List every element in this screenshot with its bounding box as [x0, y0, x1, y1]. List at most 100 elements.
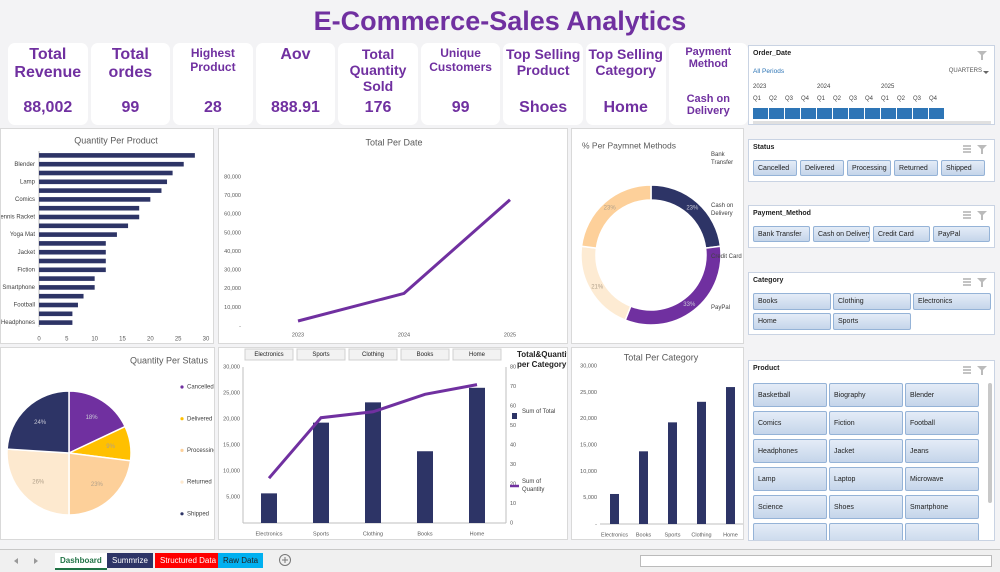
slice-label: 21% — [591, 284, 604, 290]
timeline-segment[interactable] — [817, 108, 832, 119]
slicer-title: Order_Date — [753, 50, 792, 57]
tab-nav-arrows[interactable] — [4, 551, 54, 571]
slicer-item[interactable]: Science — [753, 495, 827, 519]
legend-swatch — [512, 413, 517, 419]
timeline-segment[interactable] — [913, 108, 928, 119]
kpi-value: Shoes — [519, 99, 568, 116]
slicer-item[interactable]: Biography — [829, 383, 903, 407]
timeline-segment[interactable] — [897, 108, 912, 119]
bar — [313, 422, 329, 523]
slicer-item[interactable]: Headphones — [753, 439, 827, 463]
slicer-item[interactable]: Credit Card — [873, 226, 930, 242]
timeline-segment[interactable] — [769, 108, 784, 119]
slicer-title: Category — [753, 277, 784, 284]
slicer-item[interactable]: Basketball — [753, 383, 827, 407]
slicer: Status Cancelled Delivered Processing Return… — [748, 139, 995, 182]
timeline-quarter: Q1 — [817, 96, 826, 102]
slicer-item[interactable]: Lamp — [753, 467, 827, 491]
slicer-item-partial[interactable] — [905, 523, 979, 540]
slicer-item[interactable]: Clothing — [833, 293, 911, 310]
slicer-item[interactable]: Fiction — [829, 411, 903, 435]
sheet-tab[interactable]: Raw Data — [218, 553, 264, 568]
timeline-segment[interactable] — [881, 108, 896, 119]
field-button[interactable] — [244, 348, 294, 361]
timeline-segment[interactable] — [753, 108, 768, 119]
slice-label: 23% — [604, 206, 617, 212]
timeline-quarter: Q4 — [801, 96, 810, 102]
timeline-quarter: Q3 — [785, 96, 794, 102]
slicer-item[interactable]: Shoes — [829, 495, 903, 519]
slicer-item[interactable]: Smartphone — [905, 495, 979, 519]
clear-filter-icon[interactable] — [977, 278, 987, 287]
field-button[interactable] — [348, 348, 398, 361]
x-tick-label: 0 — [37, 337, 41, 343]
x-tick-label: 2024 — [398, 332, 410, 338]
line-series — [297, 198, 511, 323]
y-tick-label: 20,000 — [580, 416, 597, 422]
timeline-segment[interactable] — [865, 108, 880, 119]
timeline-segment[interactable] — [801, 108, 816, 119]
slicer-item[interactable]: Bank Transfer — [753, 226, 810, 242]
timeline-level-arrow — [983, 71, 989, 77]
slicer-item[interactable]: Books — [753, 293, 831, 310]
timeline-quarter: Q4 — [865, 96, 874, 102]
slicer-item[interactable]: Home — [753, 313, 831, 330]
slicer-item[interactable]: Microwave — [905, 467, 979, 491]
y-tick-label: 20,000 — [224, 286, 241, 292]
slicer-item[interactable]: Cancelled — [753, 160, 797, 176]
timeline-segment[interactable] — [929, 108, 944, 119]
bar — [726, 387, 735, 524]
chart-panel: % Per Paymnet Methods 23% 33% 21% 23% Bank Tr… — [571, 128, 744, 344]
timeline-level[interactable]: QUARTERS — [948, 68, 982, 74]
bar — [261, 493, 277, 523]
slicer-item[interactable]: Laptop — [829, 467, 903, 491]
slicer-item[interactable]: Electronics — [913, 293, 991, 310]
clear-filter-icon[interactable] — [977, 211, 987, 220]
bar — [39, 232, 117, 237]
slicer-icons — [977, 51, 987, 60]
slicer-item[interactable]: Returned — [894, 160, 938, 176]
kpi-value: 99 — [121, 99, 140, 116]
x-tick-label: 5 — [65, 337, 69, 343]
slicer-item[interactable]: Cash on Delivery — [813, 226, 870, 242]
add-sheet-button[interactable] — [278, 553, 292, 567]
slicer-item[interactable]: Shipped — [941, 160, 985, 176]
slicer-item-partial[interactable] — [829, 523, 903, 540]
slicer-item[interactable]: Sports — [833, 313, 911, 330]
chart: Total Per Category - 5,000 10,000 15,000 20,0… — [580, 352, 743, 538]
kpi-label: Payment Method — [685, 46, 732, 70]
timeline-quarter: Q3 — [913, 96, 922, 102]
slicer-item[interactable]: PayPal — [933, 226, 990, 242]
pie-slice — [68, 452, 132, 516]
slicer-item[interactable]: Jeans — [905, 439, 979, 463]
field-button[interactable] — [452, 348, 502, 361]
bar — [39, 267, 106, 273]
slicer-item[interactable]: Delivered — [800, 160, 844, 176]
kpi-value: 176 — [364, 99, 392, 116]
slicer-item[interactable]: Football — [905, 411, 979, 435]
slicer-item[interactable]: Jacket — [829, 439, 903, 463]
field-button[interactable] — [400, 348, 450, 361]
y2-tick-label: 20 — [510, 481, 516, 487]
sheet-tab[interactable]: Structured Data — [155, 553, 222, 568]
y-tick-label: 10,000 — [224, 305, 241, 311]
timeline-segment[interactable] — [833, 108, 848, 119]
horizontal-scrollbar[interactable] — [640, 555, 992, 567]
clear-filter-icon[interactable] — [977, 366, 987, 375]
clear-filter-icon[interactable] — [977, 51, 987, 60]
kpi-value: Cash on Delivery — [686, 93, 730, 117]
timeline-segment[interactable] — [849, 108, 864, 119]
chart-panel: Quantity Per Status 18% 9% 23% 26% 24% Cancell… — [0, 347, 215, 540]
chart: % Per Paymnet Methods 23% 33% 21% 23% Bank Tr… — [580, 140, 742, 326]
sheet-tab[interactable]: Summrize — [107, 553, 154, 568]
field-button[interactable] — [296, 348, 346, 361]
slicer-item[interactable]: Comics — [753, 411, 827, 435]
clear-filter-icon[interactable] — [977, 145, 987, 154]
slicer-scrollbar[interactable] — [988, 383, 992, 503]
slicer-item[interactable]: Processing — [847, 160, 891, 176]
timeline-year: 2025 — [881, 84, 895, 90]
slicer-item-partial[interactable] — [753, 523, 827, 540]
timeline-segment[interactable] — [785, 108, 800, 119]
slicer-item[interactable]: Blender — [905, 383, 979, 407]
sheet-tab[interactable]: Dashboard — [55, 553, 107, 570]
